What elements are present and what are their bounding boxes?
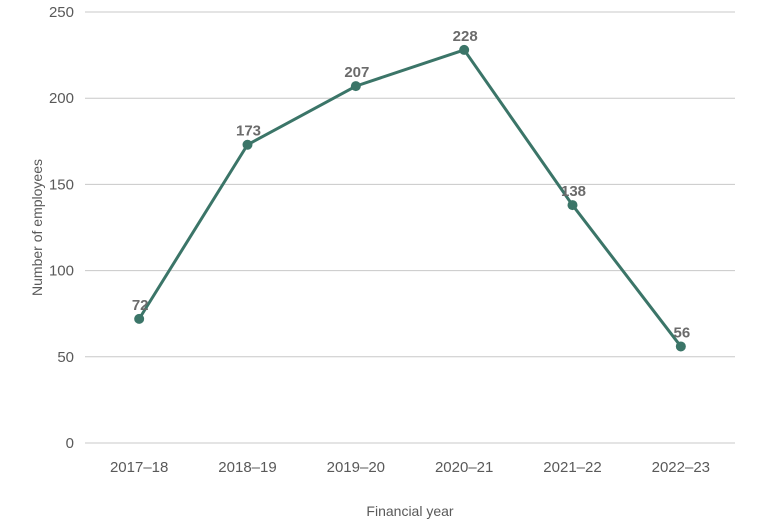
data-point (242, 139, 253, 150)
data-label: 56 (673, 324, 690, 341)
y-tick-label: 0 (66, 435, 74, 452)
data-point (459, 44, 470, 55)
data-label: 228 (453, 28, 478, 45)
data-label: 207 (344, 64, 369, 81)
y-tick-label: 200 (49, 90, 74, 107)
x-tick-label: 2019–20 (327, 459, 385, 476)
data-point (567, 200, 578, 211)
data-label: 72 (132, 297, 149, 314)
data-label: 138 (561, 183, 586, 200)
y-tick-label: 100 (49, 263, 74, 280)
x-tick-label: 2020–21 (435, 459, 493, 476)
series-line (137, 48, 683, 348)
data-labels: 72 173 207 228 138 56 (132, 28, 690, 342)
x-tick-label: 2022–23 (652, 459, 710, 476)
y-tick-label: 250 (49, 4, 74, 21)
y-tick-label: 50 (57, 349, 74, 366)
x-axis-ticks: 2017–18 2018–19 2019–20 2020–21 2021–22 2022–… (110, 459, 710, 476)
data-point (350, 81, 361, 92)
data-point (134, 313, 145, 324)
data-point (675, 341, 686, 352)
y-tick-label: 150 (49, 176, 74, 193)
y-axis-title: Number of employees (29, 159, 45, 296)
x-axis-title: Financial year (366, 503, 453, 519)
x-tick-label: 2017–18 (110, 459, 168, 476)
x-tick-label: 2018–19 (218, 459, 276, 476)
gridlines (85, 11, 735, 444)
data-points (134, 44, 686, 352)
data-label: 173 (236, 123, 261, 140)
y-axis-ticks: 0 50 100 150 200 250 (49, 4, 74, 452)
x-tick-label: 2021–22 (543, 459, 601, 476)
